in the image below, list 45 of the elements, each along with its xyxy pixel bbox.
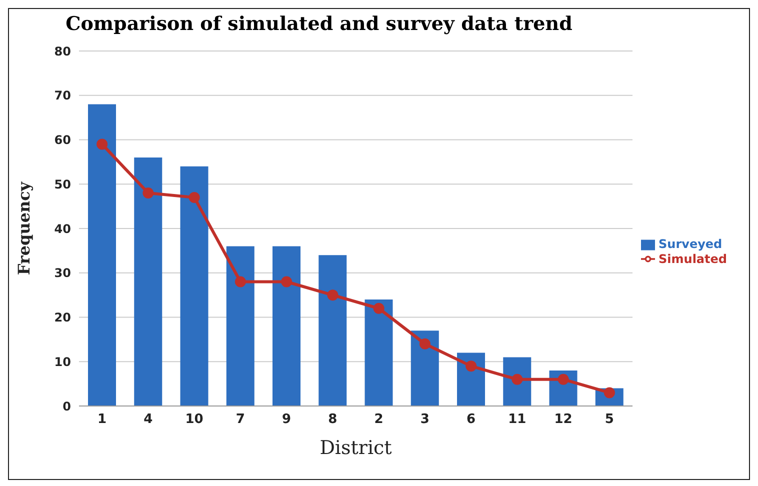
bar (88, 104, 116, 406)
chart-title: Comparison of simulated and survey data trend (64, 13, 574, 35)
x-tick-label: 7 (236, 412, 245, 428)
point (512, 374, 523, 385)
y-tick-label: 10 (54, 354, 71, 369)
x-tick-label: 8 (328, 412, 338, 428)
bar (318, 255, 347, 406)
y-tick-label: 40 (54, 222, 71, 236)
x-tick-label: 10 (185, 412, 204, 428)
x-tick-label: 5 (604, 412, 614, 428)
x-axis-title: District (320, 437, 392, 459)
x-tick-label: 9 (282, 412, 292, 428)
y-tick-label: 0 (62, 399, 71, 414)
x-tick-label: 12 (554, 412, 572, 428)
x-tick-label: 2 (374, 412, 384, 428)
point (281, 276, 292, 288)
point (466, 360, 477, 372)
point (373, 302, 384, 314)
point (558, 374, 569, 385)
y-tick-label: 20 (54, 310, 71, 325)
y-tick-label: 50 (54, 177, 71, 192)
y-tick-label: 80 (54, 44, 71, 58)
bar (364, 300, 393, 406)
point (188, 192, 200, 203)
y-tick-label: 30 (54, 266, 71, 280)
bar (410, 330, 439, 406)
y-tick-label: 70 (54, 88, 71, 103)
point (327, 290, 338, 301)
legend-label: Surveyed (658, 236, 722, 251)
legend-label: Simulated (658, 252, 727, 266)
bar (226, 246, 254, 406)
bar (134, 158, 162, 406)
y-tick-label: 60 (54, 133, 71, 148)
point (234, 276, 246, 288)
x-tick-label: 11 (508, 412, 526, 428)
bar (180, 166, 208, 406)
x-tick-label: 3 (420, 412, 430, 428)
x-tick-label: 1 (98, 412, 107, 428)
point (419, 338, 430, 350)
y-axis-title: Frequency (14, 181, 34, 276)
point (142, 188, 154, 198)
x-tick-label: 4 (144, 412, 153, 428)
x-tick-label: 6 (466, 412, 476, 428)
point (96, 138, 108, 150)
bar (272, 246, 301, 406)
